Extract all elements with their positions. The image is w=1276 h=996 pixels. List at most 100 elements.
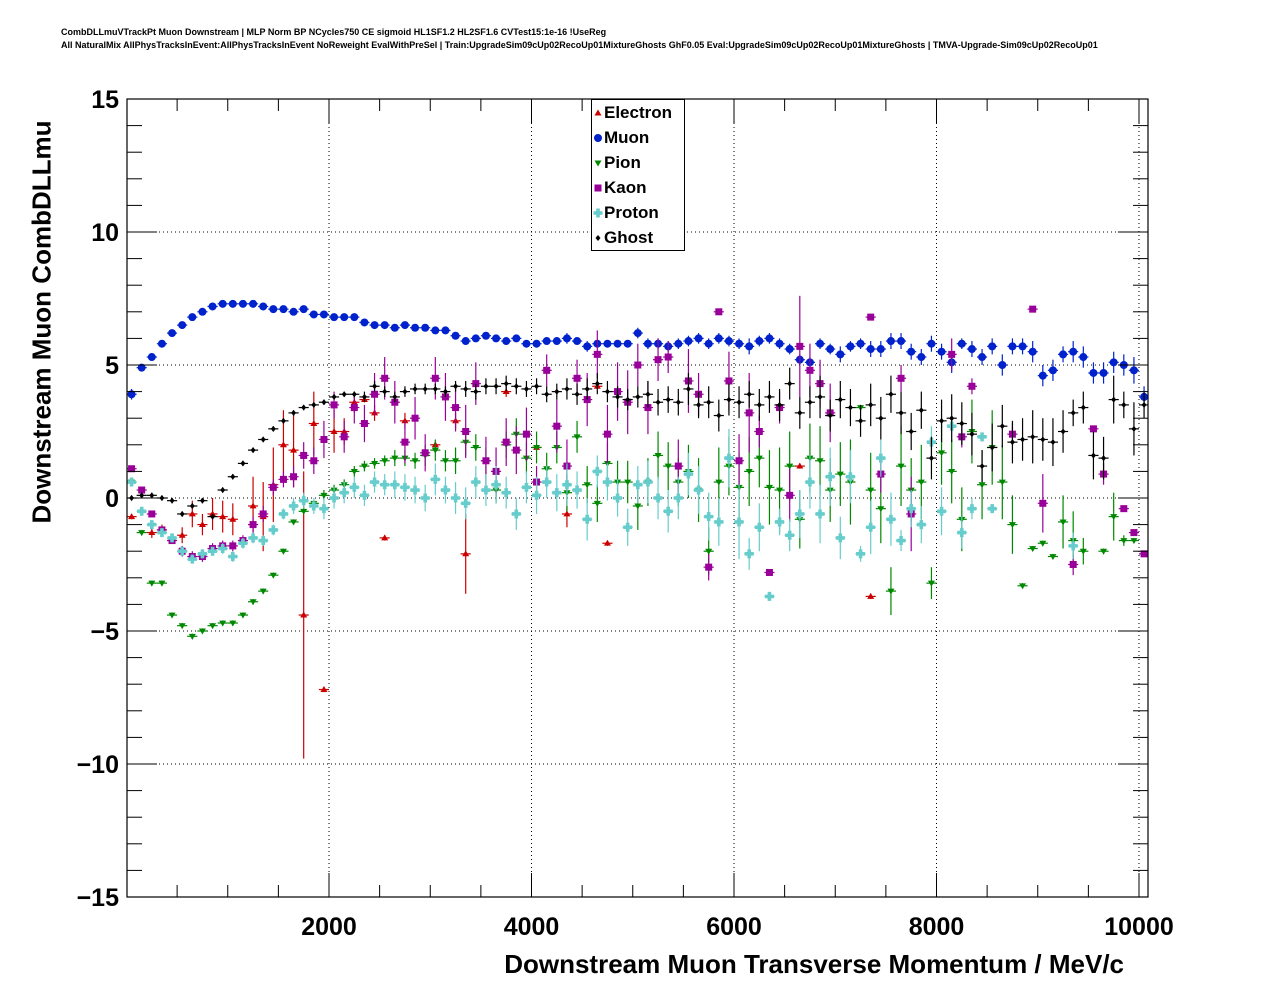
legend-item-muon: Muon	[592, 125, 649, 150]
data-point-muon	[127, 388, 137, 400]
marker	[189, 502, 195, 509]
marker	[522, 430, 530, 438]
data-point-electron	[460, 513, 471, 594]
data-point-ghost	[966, 412, 977, 456]
marker	[897, 463, 905, 470]
marker	[858, 417, 864, 424]
y-tick-label: −15	[77, 884, 120, 912]
data-point-proton	[217, 543, 228, 554]
data-point-kaon	[1037, 474, 1048, 533]
marker	[603, 539, 611, 546]
marker	[998, 479, 1006, 486]
marker	[908, 428, 914, 435]
data-point-ghost	[1098, 436, 1109, 480]
data-point-ghost	[359, 391, 370, 403]
data-point-ghost	[329, 393, 340, 400]
marker	[1089, 425, 1097, 433]
marker	[420, 493, 430, 503]
marker	[1068, 541, 1078, 551]
data-point-pion	[1037, 540, 1048, 547]
marker	[1111, 396, 1117, 403]
series-ghost	[127, 367, 1148, 520]
marker	[381, 374, 389, 382]
data-point-ghost	[1007, 420, 1018, 464]
data-point-muon	[845, 341, 856, 352]
marker	[776, 487, 784, 494]
marker	[604, 388, 610, 395]
data-point-ghost	[480, 378, 491, 395]
legend-marker-shape	[594, 184, 602, 191]
data-point-muon	[1078, 346, 1089, 368]
data-point-kaon	[359, 404, 370, 443]
marker	[1029, 305, 1037, 313]
marker	[594, 380, 600, 387]
marker	[736, 399, 742, 406]
data-point-kaon	[632, 343, 643, 387]
data-point-muon	[298, 305, 309, 314]
data-point-kaon	[653, 338, 664, 381]
data-point-proton	[663, 490, 674, 533]
marker	[329, 493, 339, 503]
marker	[866, 522, 876, 532]
data-point-muon	[318, 310, 329, 319]
data-point-muon	[713, 333, 724, 344]
marker	[937, 506, 947, 516]
legend-label: Ghost	[604, 227, 654, 247]
marker	[401, 417, 409, 424]
marker	[350, 404, 358, 412]
marker	[765, 484, 773, 491]
data-point-ghost	[865, 383, 876, 427]
marker	[250, 447, 256, 454]
legend-marker-shape	[593, 208, 603, 217]
data-point-kaon	[460, 404, 471, 459]
marker	[654, 356, 662, 364]
data-point-electron	[217, 500, 228, 533]
marker	[1028, 347, 1037, 356]
marker	[653, 493, 663, 503]
marker	[330, 313, 339, 322]
marker	[1019, 583, 1027, 590]
data-point-pion	[369, 458, 380, 469]
marker	[382, 388, 388, 395]
data-point-muon	[440, 326, 451, 335]
data-point-pion	[410, 452, 421, 469]
marker	[1130, 538, 1138, 545]
marker	[137, 363, 146, 372]
data-point-muon	[612, 339, 623, 348]
marker	[158, 580, 166, 587]
marker	[229, 620, 237, 627]
marker	[674, 462, 682, 470]
data-point-kaon	[339, 420, 350, 453]
data-point-proton	[987, 504, 998, 514]
marker	[533, 445, 541, 451]
data-point-ghost	[369, 380, 380, 392]
data-point-pion	[207, 623, 218, 630]
legend-item-kaon: Kaon	[592, 175, 647, 200]
data-point-muon	[258, 302, 269, 311]
data-point-ghost	[551, 383, 562, 400]
data-point-muon	[1007, 338, 1018, 355]
marker	[764, 591, 774, 601]
data-point-proton	[298, 492, 309, 509]
data-point-muon	[511, 334, 522, 343]
y-axis-title: Downstream Muon CombDLLmu	[26, 120, 57, 524]
marker	[422, 385, 428, 392]
data-point-kaon	[308, 447, 319, 475]
data-point-proton	[835, 516, 846, 560]
data-point-ghost	[278, 417, 289, 424]
series-proton	[127, 420, 1079, 601]
marker	[987, 504, 997, 514]
data-point-proton	[248, 532, 259, 544]
data-point-proton	[916, 505, 927, 544]
marker	[349, 482, 359, 492]
data-point-proton	[531, 476, 542, 514]
marker	[311, 401, 317, 408]
legend: Electron Muon Pion Kaon Proton Ghost	[591, 99, 685, 251]
data-point-muon	[460, 337, 471, 346]
marker	[290, 519, 298, 526]
data-point-proton	[865, 500, 876, 554]
marker	[573, 337, 582, 346]
data-point-muon	[734, 338, 745, 350]
marker	[734, 517, 744, 527]
data-point-ghost	[815, 375, 826, 419]
